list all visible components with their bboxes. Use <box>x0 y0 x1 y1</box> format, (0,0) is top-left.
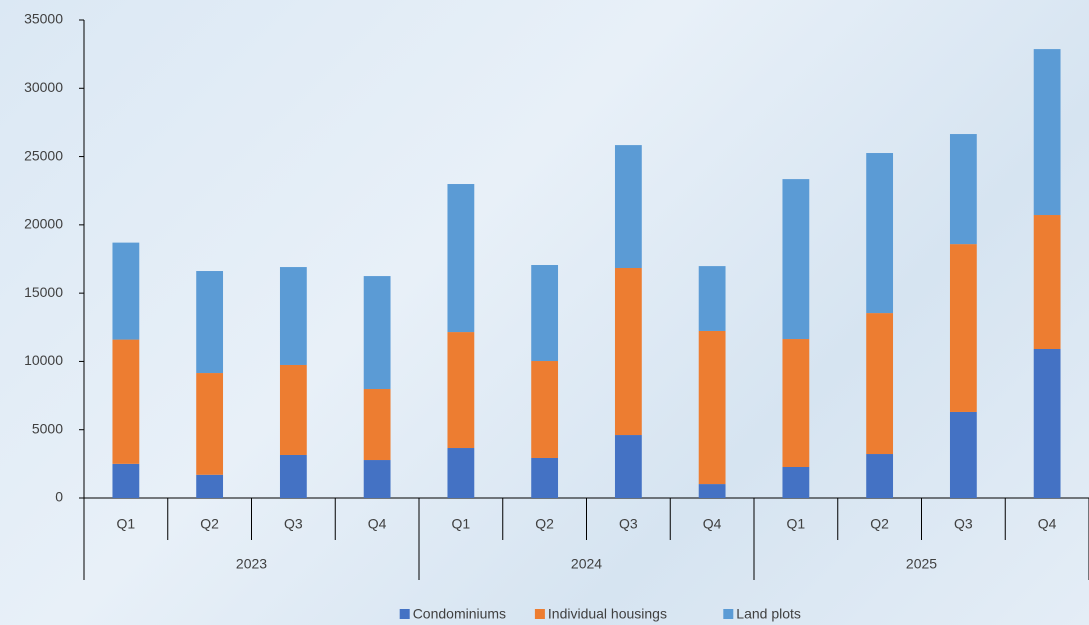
bar-segment <box>698 266 726 331</box>
x-tick-label: Q2 <box>200 516 219 532</box>
bar-segment <box>112 242 140 340</box>
bar-segment <box>782 179 810 340</box>
group-label: 2024 <box>571 556 602 572</box>
legend-label: Land plots <box>736 606 801 622</box>
x-tick-label: Q3 <box>954 516 973 532</box>
y-tick-label: 10000 <box>24 352 63 368</box>
bar-segment <box>196 271 224 374</box>
x-tick-label: Q2 <box>870 516 889 532</box>
y-tick-label: 15000 <box>24 284 63 300</box>
bar-segment <box>363 460 391 498</box>
group-label: 2023 <box>236 556 267 572</box>
bar-segment <box>279 267 307 365</box>
legend-swatch <box>534 609 545 619</box>
bar-segment <box>112 339 140 464</box>
bar-segment <box>1033 215 1061 350</box>
bar-segment <box>279 454 307 498</box>
bar-segment <box>614 435 642 498</box>
x-tick-label: Q1 <box>117 516 136 532</box>
bar-segment <box>614 145 642 269</box>
legend-label: Condominiums <box>413 606 506 622</box>
x-tick-label: Q2 <box>535 516 554 532</box>
y-tick-label: 30000 <box>24 79 63 95</box>
x-tick-label: Q1 <box>452 516 471 532</box>
bar-segment <box>698 330 726 485</box>
y-tick-label: 0 <box>55 489 63 505</box>
bar-segment <box>447 448 475 498</box>
legend-swatch <box>399 609 410 619</box>
bar-segment <box>698 484 726 498</box>
bar-segment <box>363 389 391 461</box>
bar-segment <box>949 134 977 245</box>
x-tick-label: Q4 <box>703 516 722 532</box>
bar-segment <box>531 457 559 498</box>
bar-segment <box>196 373 224 475</box>
bar-segment <box>112 463 140 498</box>
bar-segment <box>363 276 391 390</box>
x-tick-label: Q4 <box>1038 516 1057 532</box>
bar-segment <box>949 244 977 412</box>
bar-segment <box>782 466 810 498</box>
x-tick-label: Q4 <box>368 516 387 532</box>
bar-segment <box>866 313 894 455</box>
y-tick-label: 25000 <box>24 147 63 163</box>
bar-segment <box>1033 349 1061 498</box>
legend-swatch <box>723 609 734 619</box>
x-tick-label: Q1 <box>787 516 806 532</box>
bar-segment <box>447 184 475 333</box>
bar-segment <box>531 361 559 458</box>
bar-segment <box>279 364 307 455</box>
bar-segment <box>614 268 642 436</box>
y-tick-label: 5000 <box>32 420 63 436</box>
bar-segment <box>949 411 977 498</box>
y-tick-label: 20000 <box>24 216 63 232</box>
bar-segment <box>866 454 894 498</box>
bar-segment <box>782 339 810 467</box>
legend-label: Individual housings <box>548 606 667 622</box>
x-tick-label: Q3 <box>619 516 638 532</box>
x-tick-label: Q3 <box>284 516 303 532</box>
group-label: 2025 <box>906 556 937 572</box>
bar-segment <box>1033 49 1061 216</box>
bar-segment <box>531 265 559 362</box>
bar-segment <box>196 474 224 498</box>
bar-segment <box>447 332 475 449</box>
y-tick-label: 35000 <box>24 11 63 27</box>
bar-segment <box>866 153 894 314</box>
